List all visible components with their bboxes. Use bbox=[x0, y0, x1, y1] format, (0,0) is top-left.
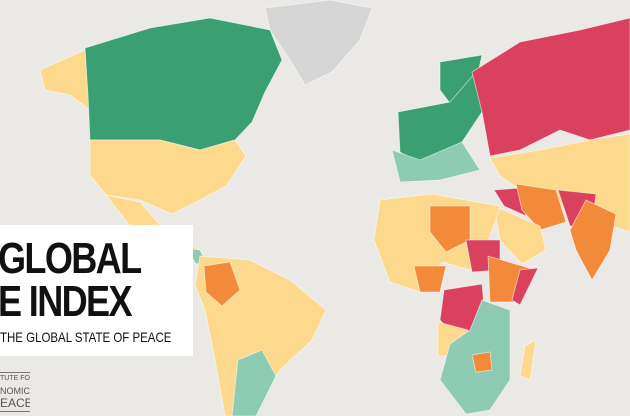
madagascar bbox=[519, 339, 537, 381]
logo-line-3: EACE bbox=[0, 396, 30, 410]
iran bbox=[515, 183, 567, 231]
alaska bbox=[39, 49, 91, 111]
libya bbox=[429, 205, 471, 253]
logo-line-2: NOMICS bbox=[0, 386, 30, 396]
subtitle: THE GLOBAL STATE OF PEACE bbox=[0, 329, 172, 345]
russia bbox=[471, 17, 630, 157]
canada bbox=[84, 17, 283, 151]
institute-logo: TUTE FOR NOMICS EACE bbox=[0, 372, 30, 412]
southern-europe bbox=[391, 141, 481, 183]
colombia bbox=[203, 261, 241, 307]
zimbabwe bbox=[471, 351, 493, 373]
title-line-2: E INDEX bbox=[0, 277, 133, 326]
somalia bbox=[511, 267, 539, 306]
nigeria bbox=[413, 265, 447, 293]
arabia bbox=[493, 205, 547, 265]
southern-cone bbox=[231, 349, 277, 416]
title-box: GLOBAL E INDEX THE GLOBAL STATE OF PEACE bbox=[0, 225, 193, 356]
title-line-1: GLOBAL bbox=[0, 234, 142, 283]
logo-line-1: TUTE FOR bbox=[0, 375, 30, 382]
india bbox=[569, 199, 617, 281]
iraq-syria bbox=[493, 187, 527, 217]
usa bbox=[89, 139, 247, 215]
greenland bbox=[264, 0, 373, 86]
